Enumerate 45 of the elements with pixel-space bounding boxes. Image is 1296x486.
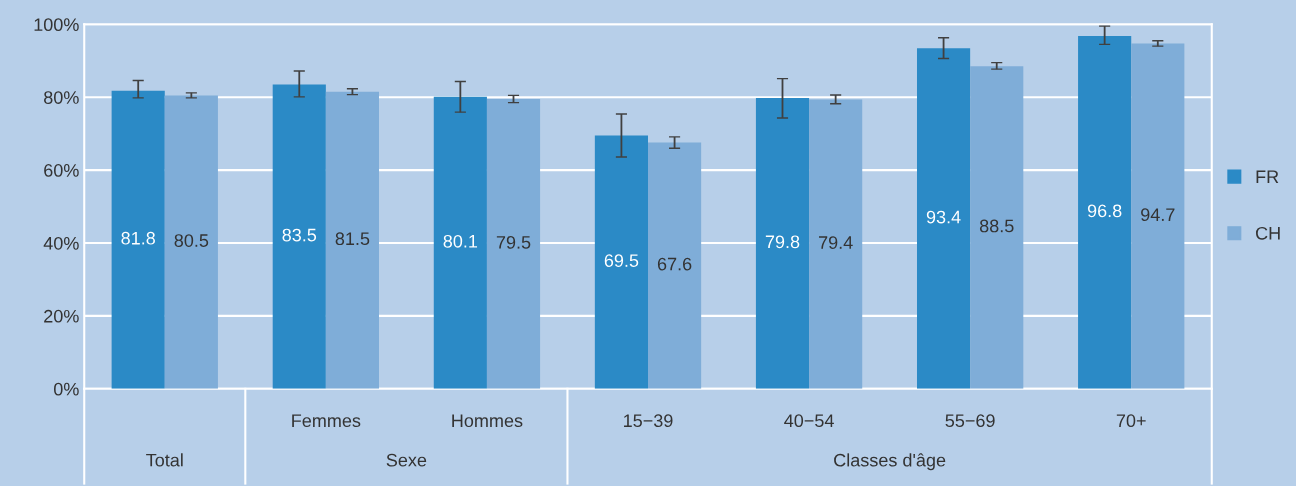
bar bbox=[164, 95, 218, 389]
data-label: 80.5 bbox=[174, 234, 209, 247]
legend-label: FR bbox=[1256, 170, 1279, 183]
data-label: 79.4 bbox=[819, 236, 853, 249]
bar bbox=[325, 91, 380, 389]
bar bbox=[1131, 43, 1185, 389]
bar bbox=[809, 99, 863, 389]
y-tick-label: 60% bbox=[44, 164, 79, 177]
legend-label: CH bbox=[1256, 226, 1280, 240]
data-label: 96.8 bbox=[1087, 204, 1122, 218]
bar bbox=[433, 96, 487, 389]
data-label: 80.1 bbox=[443, 234, 478, 248]
x-tick-label: 55−69 bbox=[945, 414, 995, 428]
data-label: 81.8 bbox=[121, 231, 155, 245]
bar bbox=[916, 48, 971, 389]
data-label: 83.5 bbox=[282, 228, 317, 242]
x-tick-label: Femmes bbox=[292, 414, 361, 428]
data-label: 79.8 bbox=[765, 235, 800, 249]
bar bbox=[111, 90, 165, 389]
data-label: 94.7 bbox=[1141, 208, 1175, 222]
y-tick-label: 0% bbox=[53, 382, 79, 396]
x-tick-label: 70+ bbox=[1116, 414, 1146, 428]
text: Classes d'âge bbox=[834, 453, 946, 471]
data-label: 88.5 bbox=[979, 219, 1014, 233]
text: Total bbox=[146, 453, 183, 467]
data-label: 93.4 bbox=[926, 210, 961, 224]
bar bbox=[594, 135, 648, 389]
y-tick-label: 20% bbox=[44, 309, 79, 323]
text: Sexe bbox=[386, 453, 427, 467]
data-label: 67.6 bbox=[657, 257, 692, 271]
bar bbox=[648, 142, 702, 389]
y-tick-label: 40% bbox=[43, 236, 79, 250]
bar bbox=[486, 99, 541, 389]
x-tick-label: 15−39 bbox=[624, 414, 673, 428]
y-tick-label: 100% bbox=[34, 18, 79, 32]
bar bbox=[1078, 35, 1132, 389]
bar bbox=[755, 97, 810, 389]
data-label: 81.5 bbox=[335, 232, 370, 246]
bar bbox=[272, 84, 326, 389]
x-tick-label: 40−54 bbox=[784, 414, 834, 428]
y-tick-label: 80% bbox=[44, 91, 79, 104]
data-label: 79.5 bbox=[496, 235, 531, 249]
data-label: 69.5 bbox=[604, 254, 639, 267]
bar bbox=[970, 66, 1024, 389]
x-tick-label: Hommes bbox=[452, 414, 523, 428]
